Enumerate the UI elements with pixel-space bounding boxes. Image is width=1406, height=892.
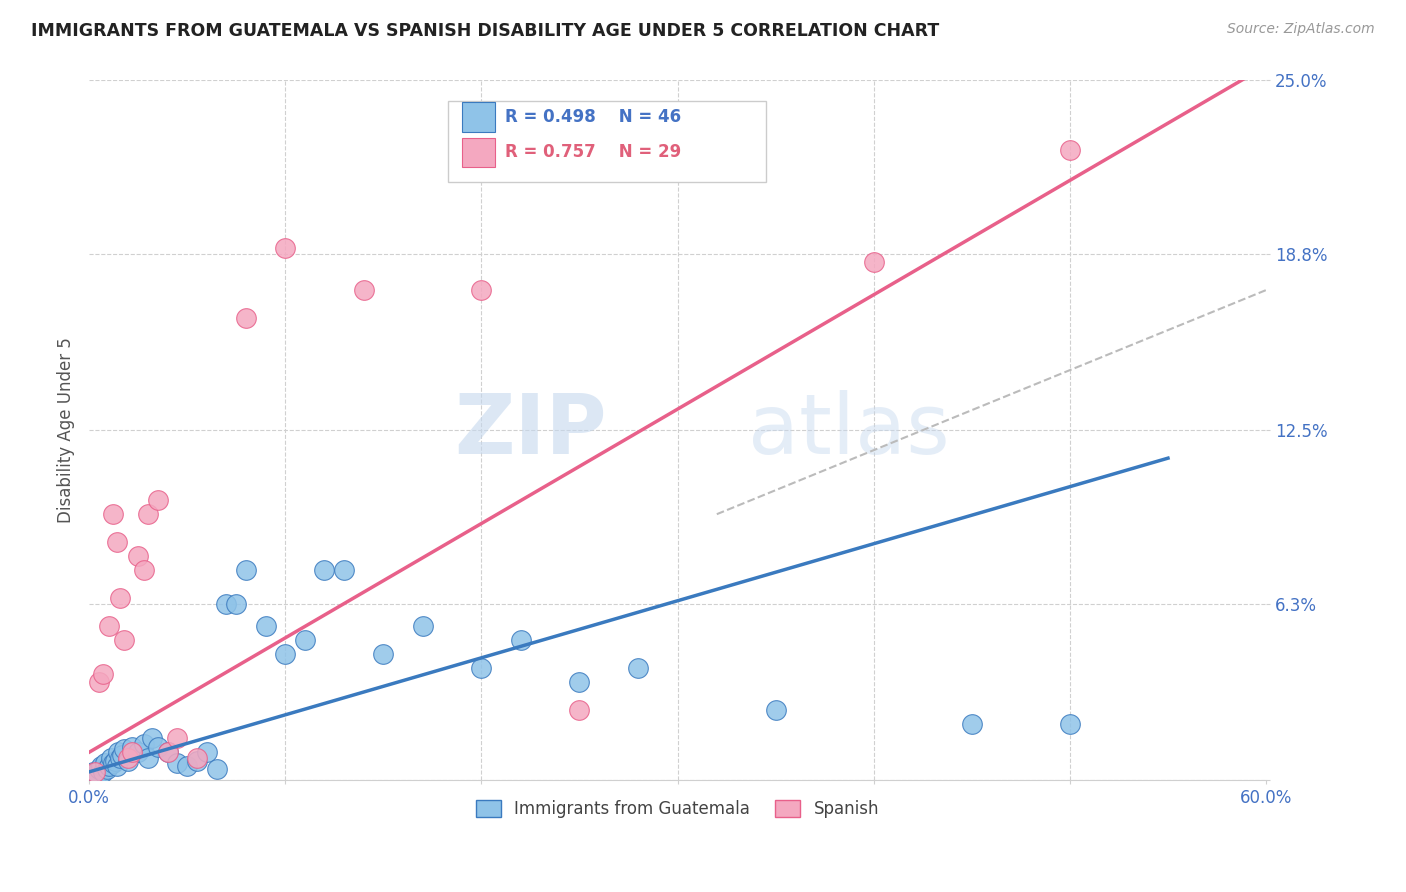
Point — [97, 619, 120, 633]
Point — [765, 703, 787, 717]
Point — [112, 633, 135, 648]
Point — [274, 647, 297, 661]
Point — [1059, 717, 1081, 731]
Point — [333, 563, 356, 577]
Point — [87, 675, 110, 690]
Point — [136, 507, 159, 521]
Point — [509, 633, 531, 648]
Point — [86, 767, 108, 781]
FancyBboxPatch shape — [449, 101, 766, 182]
Point — [105, 759, 128, 773]
Point — [294, 633, 316, 648]
Point — [254, 619, 277, 633]
Bar — [463, 103, 495, 132]
Text: atlas: atlas — [748, 390, 950, 471]
Point — [90, 759, 112, 773]
Point — [205, 762, 228, 776]
Point — [862, 255, 884, 269]
Point — [105, 535, 128, 549]
Point — [141, 731, 163, 746]
Point — [568, 703, 591, 717]
Point — [117, 751, 139, 765]
Point — [470, 283, 492, 297]
Point — [87, 762, 110, 776]
Point — [156, 745, 179, 759]
Y-axis label: Disability Age Under 5: Disability Age Under 5 — [58, 337, 75, 523]
Point — [412, 619, 434, 633]
Point — [274, 241, 297, 255]
Text: IMMIGRANTS FROM GUATEMALA VS SPANISH DISABILITY AGE UNDER 5 CORRELATION CHART: IMMIGRANTS FROM GUATEMALA VS SPANISH DIS… — [31, 22, 939, 40]
Point — [127, 745, 149, 759]
Point — [176, 759, 198, 773]
Point — [146, 739, 169, 754]
Point — [101, 507, 124, 521]
Point — [96, 762, 118, 776]
Point — [82, 764, 104, 779]
Text: Source: ZipAtlas.com: Source: ZipAtlas.com — [1227, 22, 1375, 37]
Point — [132, 737, 155, 751]
Point — [235, 563, 257, 577]
Point — [136, 751, 159, 765]
Point — [314, 563, 336, 577]
Point — [146, 493, 169, 508]
Point — [107, 745, 129, 759]
Point — [156, 745, 179, 759]
Legend: Immigrants from Guatemala, Spanish: Immigrants from Guatemala, Spanish — [470, 793, 886, 824]
Point — [121, 745, 143, 759]
Point — [470, 661, 492, 675]
Point — [186, 751, 208, 765]
Point — [235, 311, 257, 326]
Point — [91, 764, 114, 779]
Point — [84, 764, 107, 779]
Point — [166, 756, 188, 771]
Point — [225, 597, 247, 611]
Bar — [463, 137, 495, 167]
Point — [166, 731, 188, 746]
Point — [94, 756, 117, 771]
Point — [110, 751, 132, 765]
Point — [132, 563, 155, 577]
Point — [960, 717, 983, 731]
Point — [117, 754, 139, 768]
Point — [111, 748, 134, 763]
Point — [97, 759, 120, 773]
Point — [110, 591, 132, 606]
Point — [112, 742, 135, 756]
Point — [103, 754, 125, 768]
Point — [91, 666, 114, 681]
Text: R = 0.757    N = 29: R = 0.757 N = 29 — [505, 144, 681, 161]
Point — [568, 675, 591, 690]
Point — [100, 751, 122, 765]
Point — [353, 283, 375, 297]
Text: R = 0.498    N = 46: R = 0.498 N = 46 — [505, 108, 681, 126]
Text: ZIP: ZIP — [454, 390, 607, 471]
Point — [1059, 143, 1081, 157]
Point — [373, 647, 395, 661]
Point — [101, 756, 124, 771]
Point — [127, 549, 149, 564]
Point — [121, 739, 143, 754]
Point — [186, 754, 208, 768]
Point — [627, 661, 650, 675]
Point — [215, 597, 238, 611]
Point — [195, 745, 218, 759]
